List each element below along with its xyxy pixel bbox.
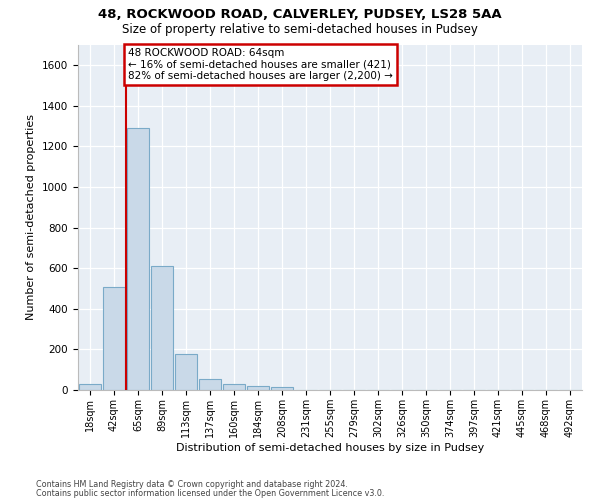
Text: Contains public sector information licensed under the Open Government Licence v3: Contains public sector information licen… [36, 488, 385, 498]
Y-axis label: Number of semi-detached properties: Number of semi-detached properties [26, 114, 37, 320]
Bar [103, 286, 125, 390]
Bar [199, 379, 221, 390]
Text: Contains HM Land Registry data © Crown copyright and database right 2024.: Contains HM Land Registry data © Crown c… [36, 480, 348, 489]
Bar [127, 128, 149, 390]
Text: 48 ROCKWOOD ROAD: 64sqm
← 16% of semi-detached houses are smaller (421)
82% of s: 48 ROCKWOOD ROAD: 64sqm ← 16% of semi-de… [128, 48, 393, 81]
Text: Size of property relative to semi-detached houses in Pudsey: Size of property relative to semi-detach… [122, 22, 478, 36]
X-axis label: Distribution of semi-detached houses by size in Pudsey: Distribution of semi-detached houses by … [176, 442, 484, 452]
Bar [151, 266, 173, 390]
Bar [79, 384, 101, 390]
Bar [223, 384, 245, 390]
Text: 48, ROCKWOOD ROAD, CALVERLEY, PUDSEY, LS28 5AA: 48, ROCKWOOD ROAD, CALVERLEY, PUDSEY, LS… [98, 8, 502, 20]
Bar [247, 386, 269, 390]
Bar [175, 354, 197, 390]
Bar [271, 387, 293, 390]
